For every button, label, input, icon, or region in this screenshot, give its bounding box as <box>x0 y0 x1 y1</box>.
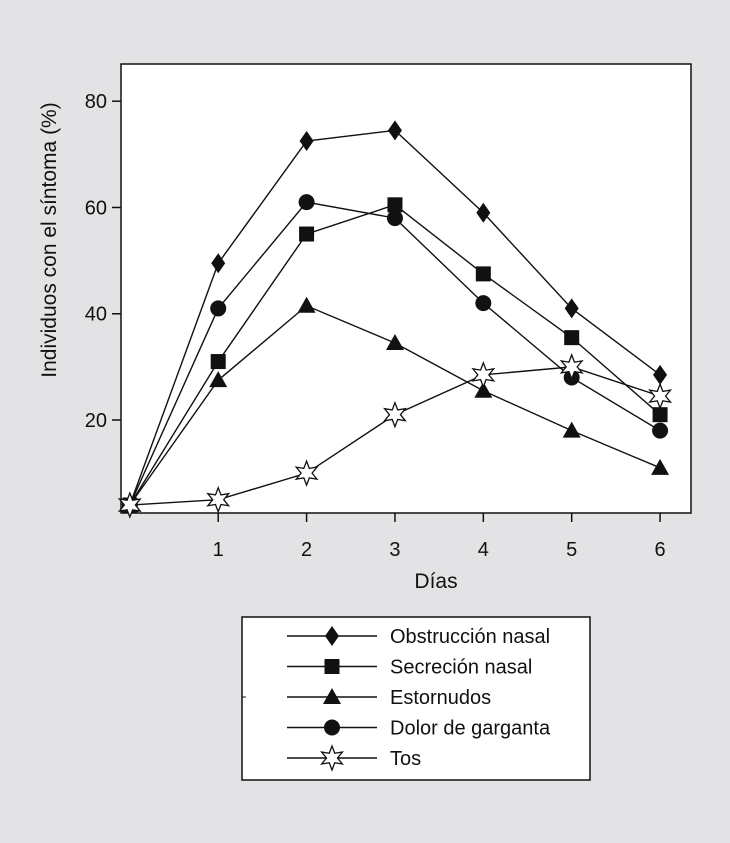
legend-item-square: Secreción nasal <box>287 657 532 679</box>
legend-label-square: Secreción nasal <box>390 657 532 679</box>
data-point-circle-4 <box>475 295 492 312</box>
data-point-square-1 <box>210 354 226 370</box>
plot-area <box>120 63 692 514</box>
y-tick-label-20: 20 <box>85 410 107 432</box>
legend-item-triangle: Estornudos <box>287 687 491 709</box>
data-point-star-5 <box>559 353 584 381</box>
data-point-triangle-4 <box>474 381 493 398</box>
data-point-star-3 <box>382 400 407 429</box>
data-point-triangle-3 <box>385 333 404 350</box>
y-tick-label-60: 60 <box>85 197 107 219</box>
legend: Obstrucción nasal Secreción nasal Estornud… <box>241 616 591 781</box>
x-tick-label-4: 4 <box>478 539 489 561</box>
legend-item-diamond: Obstrucción nasal <box>287 626 550 648</box>
legend-marker-square <box>324 659 340 674</box>
data-point-circle-6 <box>652 422 669 439</box>
data-point-square-4 <box>475 266 491 282</box>
x-tick-label-2: 2 <box>301 539 312 561</box>
data-point-diamond-3 <box>387 120 402 141</box>
x-tick-label-5: 5 <box>566 539 577 561</box>
legend-box <box>241 616 591 781</box>
data-point-star-4 <box>471 361 496 389</box>
legend-item-star: Tos <box>287 744 421 772</box>
x-tick-label-3: 3 <box>389 539 400 561</box>
series-layer <box>117 120 673 519</box>
data-point-square-5 <box>564 330 580 346</box>
data-point-triangle-5 <box>562 421 581 438</box>
legend-label-circle: Dolor de garganta <box>390 718 551 740</box>
data-point-star-6 <box>648 382 673 410</box>
legend-label-triangle: Estornudos <box>390 687 491 709</box>
series-star <box>117 353 673 519</box>
data-point-star-2 <box>294 459 319 487</box>
legend-label-diamond: Obstrucción nasal <box>390 626 550 648</box>
legend-marker-star <box>320 744 344 772</box>
legend-marker-diamond <box>325 626 339 646</box>
x-tick-label-6: 6 <box>655 539 666 561</box>
data-point-square-2 <box>299 226 315 242</box>
data-point-triangle-1 <box>209 371 228 388</box>
legend-label-star: Tos <box>390 748 421 770</box>
data-point-circle-3 <box>386 210 403 227</box>
data-point-circle-2 <box>298 194 315 211</box>
legend-item-circle: Dolor de garganta <box>287 718 551 740</box>
data-point-diamond-4 <box>476 202 491 223</box>
data-point-diamond-1 <box>211 253 226 274</box>
data-point-star-1 <box>206 485 231 514</box>
data-point-square-3 <box>387 197 403 213</box>
y-tick-label-40: 40 <box>85 304 107 326</box>
y-axis: 20 40 60 80 <box>85 91 121 432</box>
x-tick-label-1: 1 <box>213 539 224 561</box>
series-triangle <box>120 296 670 513</box>
legend-marker-circle <box>324 719 340 736</box>
data-point-diamond-2 <box>299 131 314 152</box>
data-point-triangle-2 <box>297 296 316 313</box>
y-tick-label-80: 80 <box>85 91 107 113</box>
data-point-square-6 <box>652 407 668 423</box>
data-point-diamond-5 <box>564 298 579 319</box>
x-axis-title: Días <box>414 570 457 593</box>
legend-marker-triangle <box>323 688 341 704</box>
data-point-star-0 <box>117 491 142 519</box>
data-point-circle-1 <box>210 300 227 317</box>
y-axis-title: Individuos con el síntoma (%) <box>38 102 61 377</box>
data-point-diamond-6 <box>653 364 668 385</box>
data-point-triangle-6 <box>651 458 670 475</box>
x-axis: 1 2 3 4 5 6 <box>213 513 666 561</box>
